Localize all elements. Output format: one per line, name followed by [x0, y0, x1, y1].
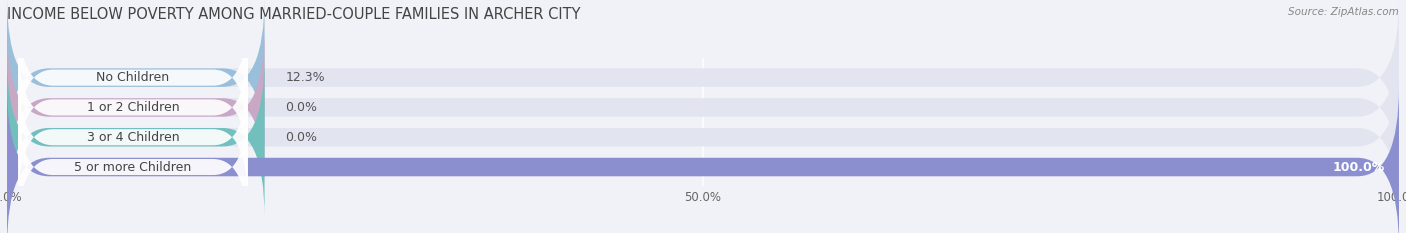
Text: Source: ZipAtlas.com: Source: ZipAtlas.com [1288, 7, 1399, 17]
FancyBboxPatch shape [7, 87, 1399, 233]
Text: 12.3%: 12.3% [285, 71, 325, 84]
Text: 5 or more Children: 5 or more Children [75, 161, 191, 174]
Text: No Children: No Children [97, 71, 170, 84]
FancyBboxPatch shape [18, 11, 247, 144]
FancyBboxPatch shape [18, 41, 247, 174]
FancyBboxPatch shape [7, 27, 1399, 188]
FancyBboxPatch shape [7, 27, 264, 188]
FancyBboxPatch shape [18, 101, 247, 233]
FancyBboxPatch shape [7, 87, 1399, 233]
FancyBboxPatch shape [7, 0, 1399, 158]
Text: INCOME BELOW POVERTY AMONG MARRIED-COUPLE FAMILIES IN ARCHER CITY: INCOME BELOW POVERTY AMONG MARRIED-COUPL… [7, 7, 581, 22]
FancyBboxPatch shape [7, 57, 1399, 217]
Text: 0.0%: 0.0% [285, 101, 318, 114]
Text: 1 or 2 Children: 1 or 2 Children [87, 101, 180, 114]
Text: 100.0%: 100.0% [1333, 161, 1385, 174]
FancyBboxPatch shape [7, 0, 264, 158]
Text: 0.0%: 0.0% [285, 131, 318, 144]
FancyBboxPatch shape [7, 57, 264, 217]
Text: 3 or 4 Children: 3 or 4 Children [87, 131, 180, 144]
FancyBboxPatch shape [18, 71, 247, 204]
